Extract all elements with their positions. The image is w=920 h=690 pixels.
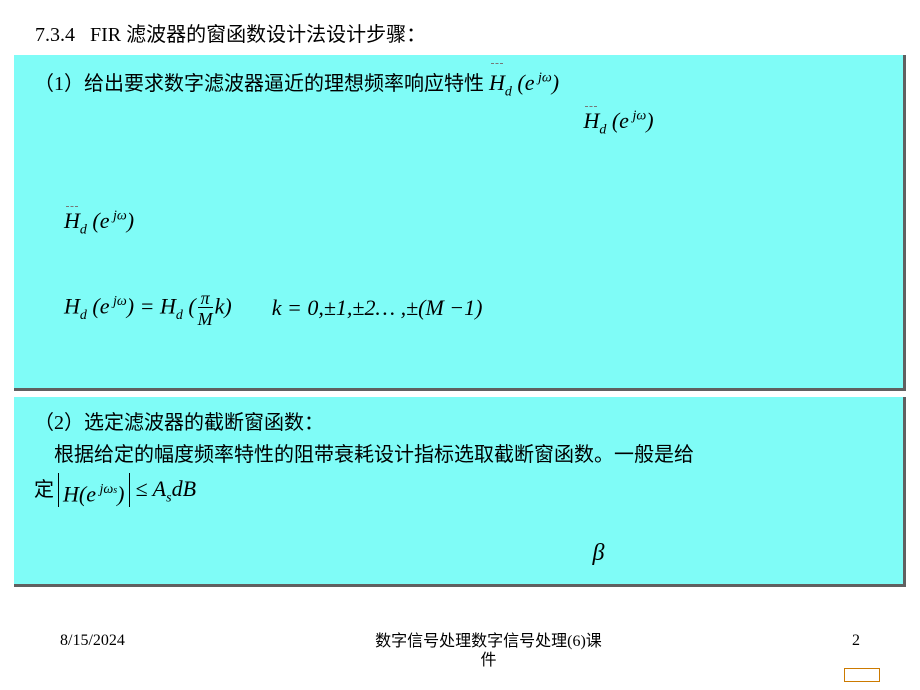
step-2-line2a: 根据给定的幅度频率特性的阻带衰耗设计指标选取截断窗函数。一般是给 (34, 439, 883, 471)
footer-title: 数字信号处理数字信号处理(6)课 件 (375, 632, 602, 670)
footer-title-line2: 件 (480, 652, 496, 669)
step-1-text: 给出要求数字滤波器逼近的理想频率响应特性 (84, 73, 484, 95)
beta-symbol: β (314, 540, 883, 567)
step-1-label: （1） (34, 73, 84, 95)
frac-den: M (198, 308, 213, 328)
step-1-formula-main: Hd (e jω) (489, 70, 559, 95)
step-1-formula-center: Hd (e jω) (354, 108, 883, 138)
step-2-line1: （2）选定滤波器的截断窗函数： (34, 407, 883, 439)
footer-page: 2 (852, 632, 860, 670)
section-number: 7.3.4 (35, 24, 75, 46)
abs-expr: H(e jωs) (58, 473, 130, 507)
k-values: k = 0,±1,±2… ,±(M −1) (272, 295, 483, 321)
step-2-label: （2） (34, 412, 84, 434)
step-1-formula-mid: Hd (e jω) (64, 208, 883, 238)
frac-num: π (198, 289, 213, 308)
step-2-prefix: 定 (34, 474, 54, 506)
step-2-line2b: 定 H(e jωs) ≤ AsdB (34, 471, 883, 510)
section-title: FIR 滤波器的窗函数设计法设计步骤： (90, 24, 426, 46)
step-1-box: （1）给出要求数字滤波器逼近的理想频率响应特性 Hd (e jω) Hd (e … (14, 55, 906, 391)
section-header: 7.3.4 FIR 滤波器的窗函数设计法设计步骤： (0, 0, 920, 55)
step-2-text1: 选定滤波器的截断窗函数： (84, 412, 324, 434)
step-2-box: （2）选定滤波器的截断窗函数： 根据给定的幅度频率特性的阻带衰耗设计指标选取截断… (14, 397, 906, 587)
step-1-line: （1）给出要求数字滤波器逼近的理想频率响应特性 Hd (e jω) (34, 65, 883, 104)
footer-date: 8/15/2024 (60, 632, 125, 670)
footer-title-line1: 数字信号处理数字信号处理(6)课 (375, 633, 602, 650)
slide-footer: 8/15/2024 数字信号处理数字信号处理(6)课 件 2 (0, 632, 920, 670)
corner-marker (844, 668, 880, 682)
step-1-formula-eq: Hd (e jω) = Hd (πMk) k = 0,±1,±2… ,±(M −… (64, 289, 883, 328)
